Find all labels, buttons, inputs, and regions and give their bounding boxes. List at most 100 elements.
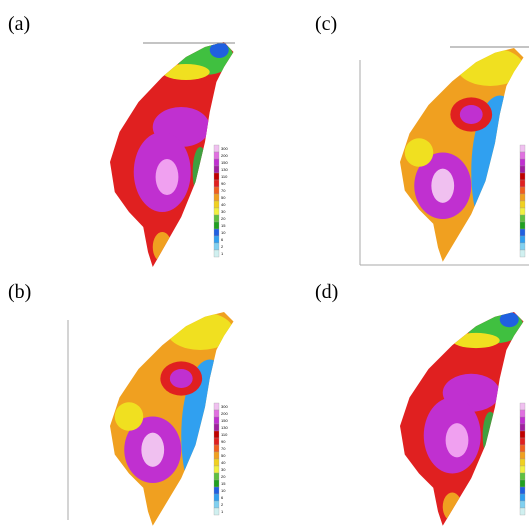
legend-swatch: [213, 479, 220, 488]
legend-swatch: [519, 172, 526, 181]
legend-label: 40: [221, 460, 226, 465]
legend-swatch: [519, 221, 526, 230]
legend-swatch: [213, 409, 220, 418]
legend-label: 50: [221, 195, 226, 200]
legend-swatch: [519, 451, 526, 460]
legend-label: 30: [221, 209, 226, 214]
legend-swatch: [213, 430, 220, 439]
legend-label: 15: [221, 223, 226, 228]
legend-swatch: [519, 214, 526, 223]
legend-swatch: [213, 151, 220, 160]
legend-swatch: [213, 214, 220, 223]
legend-label: 90: [221, 439, 226, 444]
legend-label: 6: [221, 495, 224, 500]
legend-label: 300: [221, 146, 228, 151]
legend-swatch: [519, 423, 526, 432]
legend-swatch: [213, 444, 220, 453]
legend-swatch: [213, 158, 220, 167]
legend-swatch: [519, 235, 526, 244]
legend-label: 20: [221, 474, 226, 479]
legend-swatch: [519, 500, 526, 509]
legend-swatch: [519, 507, 526, 516]
legend-swatch: [519, 402, 526, 411]
legend-swatch: [213, 200, 220, 209]
legend-swatch: [519, 158, 526, 167]
legend-label: 10: [221, 488, 226, 493]
legend-swatch: [213, 221, 220, 230]
legend-swatch: [213, 235, 220, 244]
legend-swatch: [213, 179, 220, 188]
panel-label: (c): [315, 13, 337, 35]
legend-swatch: [213, 186, 220, 195]
legend-swatch: [519, 200, 526, 209]
legend-label: 110: [221, 432, 228, 437]
legend-swatch: [519, 465, 526, 474]
legend-label: 20: [221, 216, 226, 221]
legend-swatch: [213, 458, 220, 467]
legend-swatch: [519, 165, 526, 174]
legend-label: 1: [221, 251, 224, 256]
legend-label: 30: [221, 467, 226, 472]
legend-label: 70: [221, 188, 226, 193]
panel-label: (a): [8, 13, 30, 35]
legend-swatch: [519, 193, 526, 202]
legend-swatch: [213, 437, 220, 446]
legend-label: 70: [221, 446, 226, 451]
legend-label: 50: [221, 453, 226, 458]
legend-swatch: [519, 409, 526, 418]
legend-swatch: [519, 493, 526, 502]
legend-swatch: [519, 430, 526, 439]
legend-label: 130: [221, 425, 228, 430]
panel-label: (d): [315, 281, 338, 303]
legend-swatch: [213, 493, 220, 502]
legend-swatch: [213, 486, 220, 495]
legend-swatch: [213, 451, 220, 460]
legend-swatch: [519, 249, 526, 258]
legend-label: 300: [221, 404, 228, 409]
legend-swatch: [213, 172, 220, 181]
legend-swatch: [213, 242, 220, 251]
legend-label: 40: [221, 202, 226, 207]
legend-swatch: [213, 465, 220, 474]
legend-label: 6: [221, 237, 224, 242]
legend-swatch: [213, 193, 220, 202]
legend-swatch: [519, 207, 526, 216]
map-c: [400, 48, 524, 262]
legend-swatch: [519, 242, 526, 251]
legend-swatch: [519, 479, 526, 488]
legend-swatch: [519, 444, 526, 453]
legend-swatch: [519, 416, 526, 425]
legend-swatch: [519, 472, 526, 481]
legend-swatch: [519, 458, 526, 467]
map-d: [400, 312, 524, 526]
legend-label: 1: [221, 509, 224, 514]
legend-swatch: [213, 472, 220, 481]
legend-swatch: [213, 165, 220, 174]
legend-swatch: [519, 186, 526, 195]
legend-swatch: [213, 249, 220, 258]
legend-swatch: [213, 228, 220, 237]
legend-swatch: [519, 144, 526, 153]
legend-label: 2: [221, 244, 224, 249]
legend-swatch: [213, 402, 220, 411]
legend-label: 15: [221, 481, 226, 486]
legend-label: 2: [221, 502, 224, 507]
legend-swatch: [213, 144, 220, 153]
legend-swatch: [519, 151, 526, 160]
legend-label: 130: [221, 167, 228, 172]
legend-swatch: [519, 228, 526, 237]
legend-label: 200: [221, 153, 228, 158]
legend-swatch: [213, 416, 220, 425]
legend-swatch: [213, 500, 220, 509]
legend-swatch: [519, 437, 526, 446]
legend-swatch: [519, 179, 526, 188]
panel-label: (b): [8, 281, 31, 303]
legend-label: 200: [221, 411, 228, 416]
legend-label: 10: [221, 230, 226, 235]
legend-label: 110: [221, 174, 228, 179]
legend-swatch: [519, 486, 526, 495]
legend-label: 150: [221, 160, 228, 165]
legend-label: 90: [221, 181, 226, 186]
